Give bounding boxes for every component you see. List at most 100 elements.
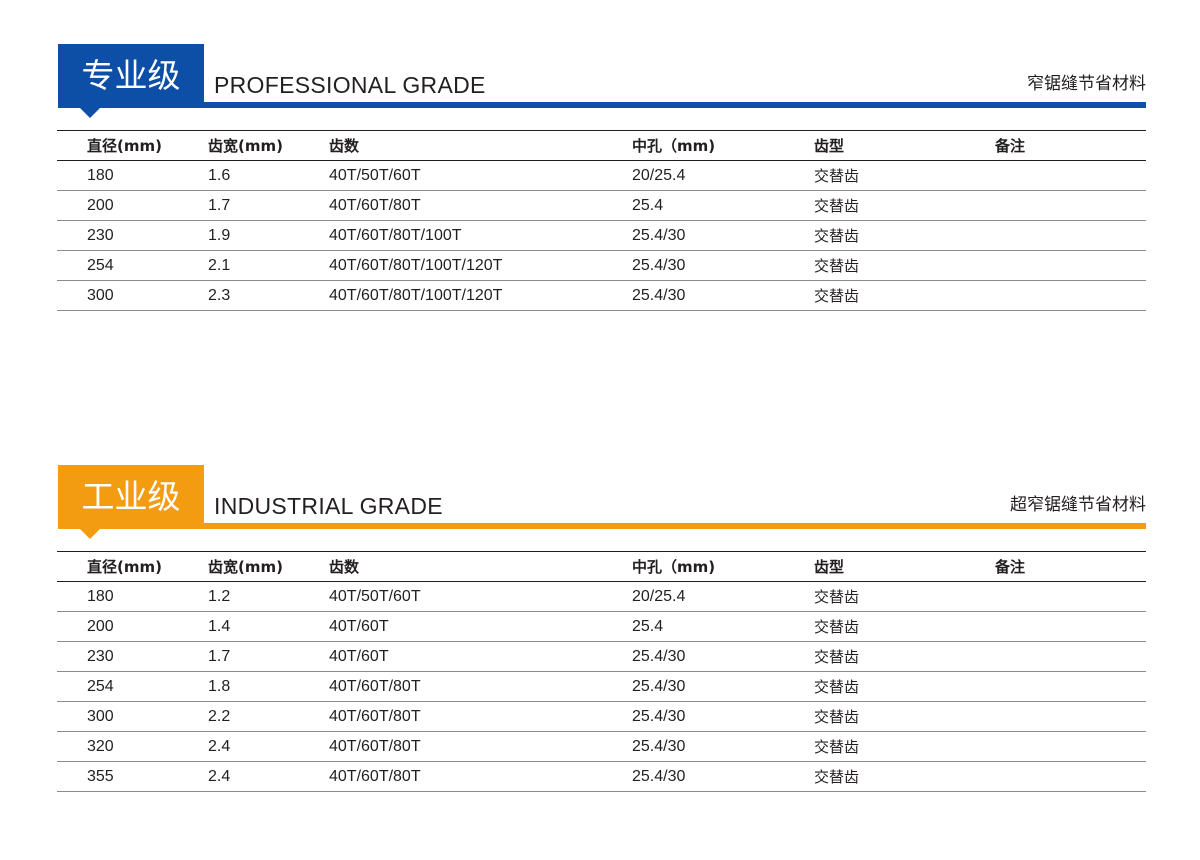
cell-teeth-count: 40T/60T/80T: [329, 731, 632, 762]
cell-teeth-count: 40T/60T/80T: [329, 671, 632, 702]
cell-diameter: 180: [87, 581, 208, 612]
header-bore: 中孔（mm): [632, 551, 814, 582]
cell-remarks: [995, 731, 1146, 762]
grade-title: INDUSTRIAL GRADE: [214, 493, 443, 519]
cell-tooth-type: 交替齿: [814, 761, 995, 792]
cell-remarks: [995, 190, 1146, 221]
cell-bore: 20/25.4: [632, 581, 814, 612]
cell-bore: 25.4/30: [632, 731, 814, 762]
cell-tooth-type: 交替齿: [814, 671, 995, 702]
cell-tooth-width: 1.8: [208, 671, 329, 702]
spec-table: 直径(mm) 齿宽(mm) 齿数 中孔（mm) 齿型 备注 180 1.6 40T/50T/6…: [57, 130, 1146, 311]
row-spacer: [57, 220, 87, 251]
table-row: 355 2.4 40T/60T/80T 25.4/30 交替齿: [57, 761, 1146, 792]
row-spacer: [57, 611, 87, 642]
header-tooth-type: 齿型: [814, 551, 995, 582]
cell-diameter: 180: [87, 160, 208, 191]
table-header-row: 直径(mm) 齿宽(mm) 齿数 中孔（mm) 齿型 备注: [57, 130, 1146, 161]
badge-pointer: [80, 529, 100, 539]
cell-remarks: [995, 250, 1146, 281]
cell-tooth-type: 交替齿: [814, 280, 995, 311]
row-spacer: [57, 581, 87, 612]
cell-teeth-count: 40T/60T/80T/100T/120T: [329, 280, 632, 311]
cell-bore: 25.4: [632, 611, 814, 642]
row-spacer: [57, 701, 87, 732]
header-spacer: [57, 130, 87, 161]
cell-bore: 25.4/30: [632, 250, 814, 281]
cell-tooth-width: 2.1: [208, 250, 329, 281]
header-bore: 中孔（mm): [632, 130, 814, 161]
header-remarks: 备注: [995, 551, 1146, 582]
cell-tooth-width: 2.4: [208, 761, 329, 792]
cell-tooth-width: 1.9: [208, 220, 329, 251]
header-diameter: 直径(mm): [87, 551, 208, 582]
grade-title: PROFESSIONAL GRADE: [214, 72, 486, 98]
header-remarks: 备注: [995, 130, 1146, 161]
cell-teeth-count: 40T/60T/80T/100T/120T: [329, 250, 632, 281]
header-spacer: [57, 551, 87, 582]
cell-diameter: 254: [87, 250, 208, 281]
cell-teeth-count: 40T/60T: [329, 611, 632, 642]
cell-teeth-count: 40T/60T: [329, 641, 632, 672]
cell-diameter: 300: [87, 280, 208, 311]
cell-teeth-count: 40T/60T/80T: [329, 761, 632, 792]
cell-teeth-count: 40T/60T/80T: [329, 190, 632, 221]
header-rule: [204, 102, 1146, 108]
cell-remarks: [995, 280, 1146, 311]
cell-tooth-width: 1.7: [208, 641, 329, 672]
table-row: 320 2.4 40T/60T/80T 25.4/30 交替齿: [57, 731, 1146, 762]
row-spacer: [57, 250, 87, 281]
table-row: 180 1.6 40T/50T/60T 20/25.4 交替齿: [57, 160, 1146, 191]
grade-badge: 专业级: [58, 44, 204, 108]
row-spacer: [57, 190, 87, 221]
header-diameter: 直径(mm): [87, 130, 208, 161]
cell-remarks: [995, 701, 1146, 732]
grade-badge: 工业级: [58, 465, 204, 529]
cell-remarks: [995, 611, 1146, 642]
cell-teeth-count: 40T/60T/80T/100T: [329, 220, 632, 251]
cell-diameter: 200: [87, 190, 208, 221]
spec-table: 直径(mm) 齿宽(mm) 齿数 中孔（mm) 齿型 备注 180 1.2 40T/50T/6…: [57, 551, 1146, 792]
cell-tooth-width: 1.7: [208, 190, 329, 221]
cell-diameter: 254: [87, 671, 208, 702]
table-row: 200 1.4 40T/60T 25.4 交替齿: [57, 611, 1146, 642]
cell-tooth-type: 交替齿: [814, 160, 995, 191]
cell-tooth-type: 交替齿: [814, 701, 995, 732]
header-rule: [204, 523, 1146, 529]
table-row: 180 1.2 40T/50T/60T 20/25.4 交替齿: [57, 581, 1146, 612]
table-row: 300 2.2 40T/60T/80T 25.4/30 交替齿: [57, 701, 1146, 732]
badge-pointer: [80, 108, 100, 118]
header-tooth-width: 齿宽(mm): [208, 551, 329, 582]
table-row: 230 1.7 40T/60T 25.4/30 交替齿: [57, 641, 1146, 672]
cell-diameter: 200: [87, 611, 208, 642]
row-spacer: [57, 671, 87, 702]
table-row: 254 2.1 40T/60T/80T/100T/120T 25.4/30 交替齿: [57, 250, 1146, 281]
grade-tagline: 窄锯缝节省材料: [1027, 74, 1146, 94]
table-row: 200 1.7 40T/60T/80T 25.4 交替齿: [57, 190, 1146, 221]
cell-bore: 25.4/30: [632, 220, 814, 251]
cell-remarks: [995, 220, 1146, 251]
header-tooth-width: 齿宽(mm): [208, 130, 329, 161]
row-spacer: [57, 160, 87, 191]
grade-tagline: 超窄锯缝节省材料: [1010, 495, 1146, 515]
cell-remarks: [995, 581, 1146, 612]
cell-bore: 25.4/30: [632, 641, 814, 672]
cell-bore: 25.4/30: [632, 280, 814, 311]
cell-bore: 25.4: [632, 190, 814, 221]
cell-tooth-width: 2.3: [208, 280, 329, 311]
cell-bore: 25.4/30: [632, 671, 814, 702]
cell-remarks: [995, 671, 1146, 702]
cell-diameter: 230: [87, 641, 208, 672]
row-spacer: [57, 761, 87, 792]
cell-tooth-type: 交替齿: [814, 581, 995, 612]
cell-tooth-width: 1.4: [208, 611, 329, 642]
cell-diameter: 355: [87, 761, 208, 792]
cell-tooth-type: 交替齿: [814, 641, 995, 672]
cell-bore: 25.4/30: [632, 701, 814, 732]
table-row: 230 1.9 40T/60T/80T/100T 25.4/30 交替齿: [57, 220, 1146, 251]
cell-remarks: [995, 160, 1146, 191]
cell-diameter: 230: [87, 220, 208, 251]
row-spacer: [57, 731, 87, 762]
cell-teeth-count: 40T/50T/60T: [329, 581, 632, 612]
row-spacer: [57, 641, 87, 672]
